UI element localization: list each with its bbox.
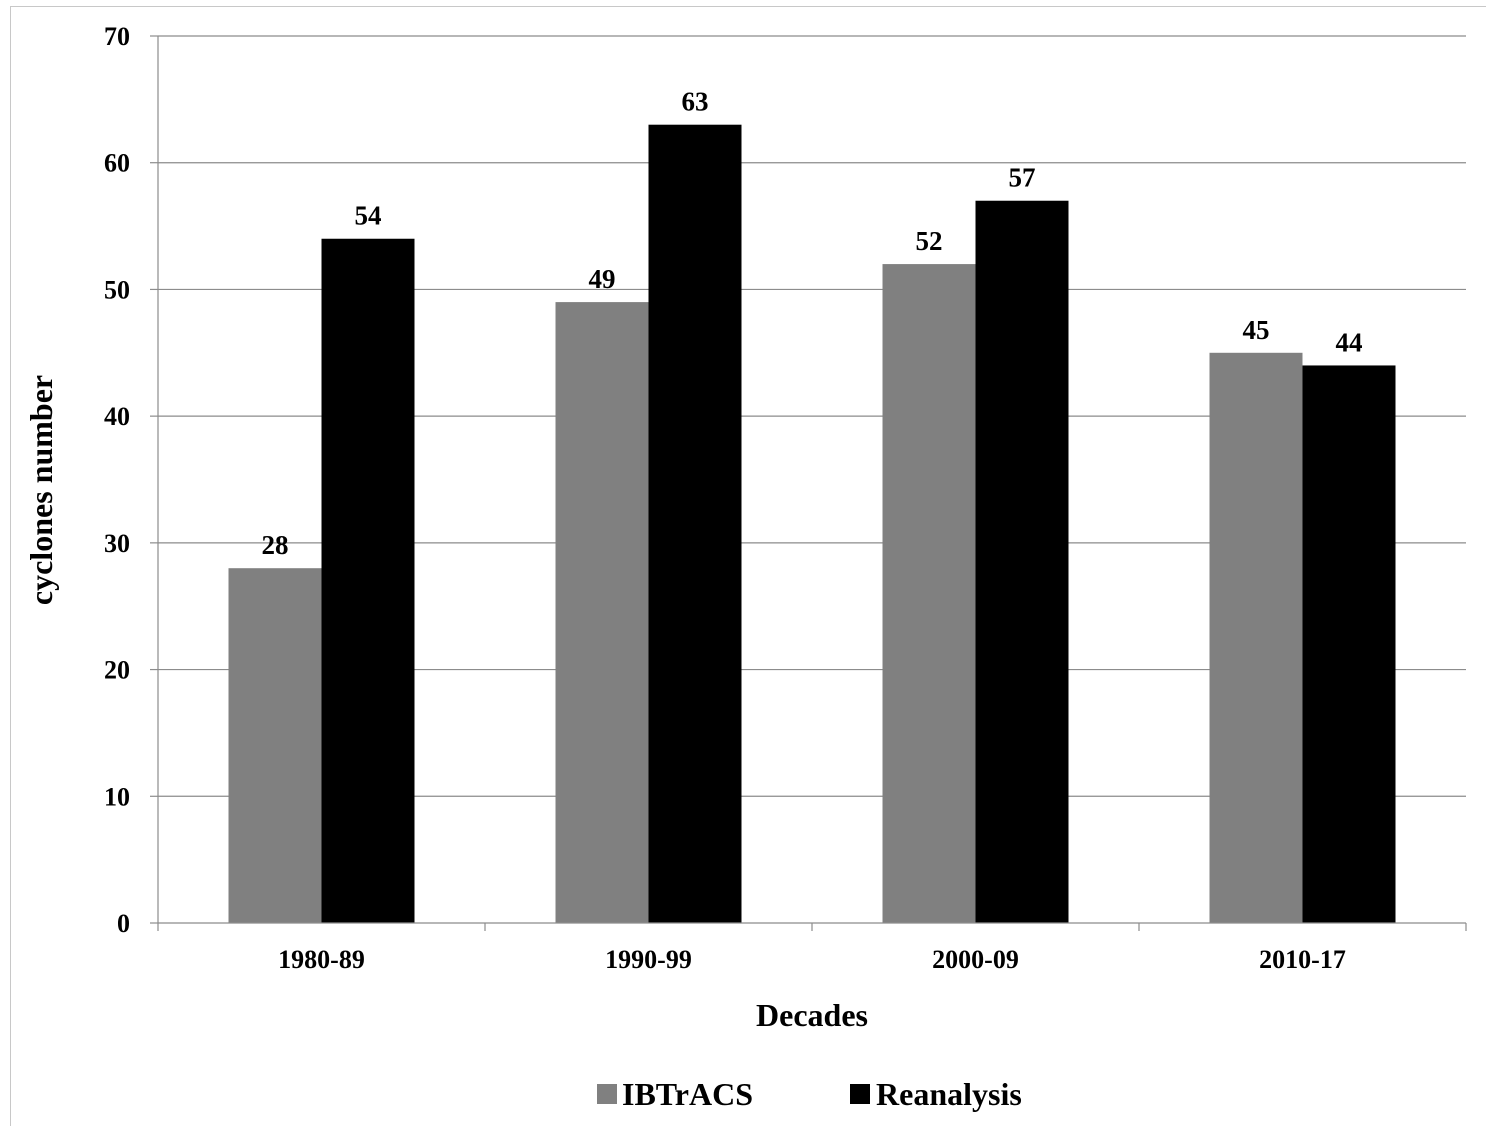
bar-ibtracs-2010-17 bbox=[1209, 352, 1303, 923]
bar-ibtracs-1980-89 bbox=[228, 568, 322, 923]
y-tick-label: 60 bbox=[104, 149, 130, 178]
y-tick-label: 50 bbox=[104, 275, 130, 304]
y-axis-ticks: 0 10 20 30 40 50 60 70 bbox=[104, 22, 158, 938]
x-axis-ticks: 1980-89 1990-99 2000-09 2010-17 bbox=[157, 923, 1467, 974]
bar-ibtracs-2000-09 bbox=[882, 264, 976, 924]
x-tick-label: 2000-09 bbox=[932, 945, 1019, 974]
y-tick-label: 70 bbox=[104, 22, 130, 51]
legend-swatch-reanalysis bbox=[850, 1084, 870, 1104]
bar-reanalysis-1980-89 bbox=[321, 238, 415, 923]
x-tick-label: 1990-99 bbox=[605, 945, 692, 974]
data-label: 45 bbox=[1243, 315, 1270, 345]
x-tick-label: 1980-89 bbox=[278, 945, 365, 974]
bar-reanalysis-2000-09 bbox=[975, 200, 1069, 923]
data-label: 57 bbox=[1009, 163, 1036, 193]
x-axis-title: Decades bbox=[756, 997, 868, 1033]
legend-label-ibtracs: IBTrACS bbox=[622, 1076, 753, 1112]
bar-reanalysis-1990-99 bbox=[648, 124, 742, 923]
data-label: 49 bbox=[589, 264, 616, 294]
y-tick-label: 0 bbox=[117, 909, 130, 938]
legend-swatch-ibtracs bbox=[597, 1084, 617, 1104]
y-axis-title: cyclones number bbox=[23, 375, 59, 605]
bar-reanalysis-2010-17 bbox=[1302, 365, 1396, 923]
chart-frame bbox=[10, 6, 1486, 1126]
bar-ibtracs-1990-99 bbox=[555, 302, 649, 924]
data-labels: 28 54 49 63 52 57 45 44 bbox=[262, 87, 1363, 561]
data-label: 28 bbox=[262, 530, 289, 560]
data-label: 44 bbox=[1336, 327, 1363, 357]
data-label: 52 bbox=[916, 226, 943, 256]
x-tick-label: 2010-17 bbox=[1259, 945, 1346, 974]
legend-label-reanalysis: Reanalysis bbox=[876, 1076, 1022, 1112]
y-tick-label: 10 bbox=[104, 782, 130, 811]
y-tick-label: 20 bbox=[104, 656, 130, 685]
y-tick-label: 30 bbox=[104, 529, 130, 558]
bars bbox=[228, 124, 1396, 924]
y-tick-label: 40 bbox=[104, 402, 130, 431]
data-label: 54 bbox=[355, 201, 382, 231]
data-label: 63 bbox=[682, 87, 709, 117]
legend: IBTrACS Reanalysis bbox=[597, 1076, 1022, 1112]
